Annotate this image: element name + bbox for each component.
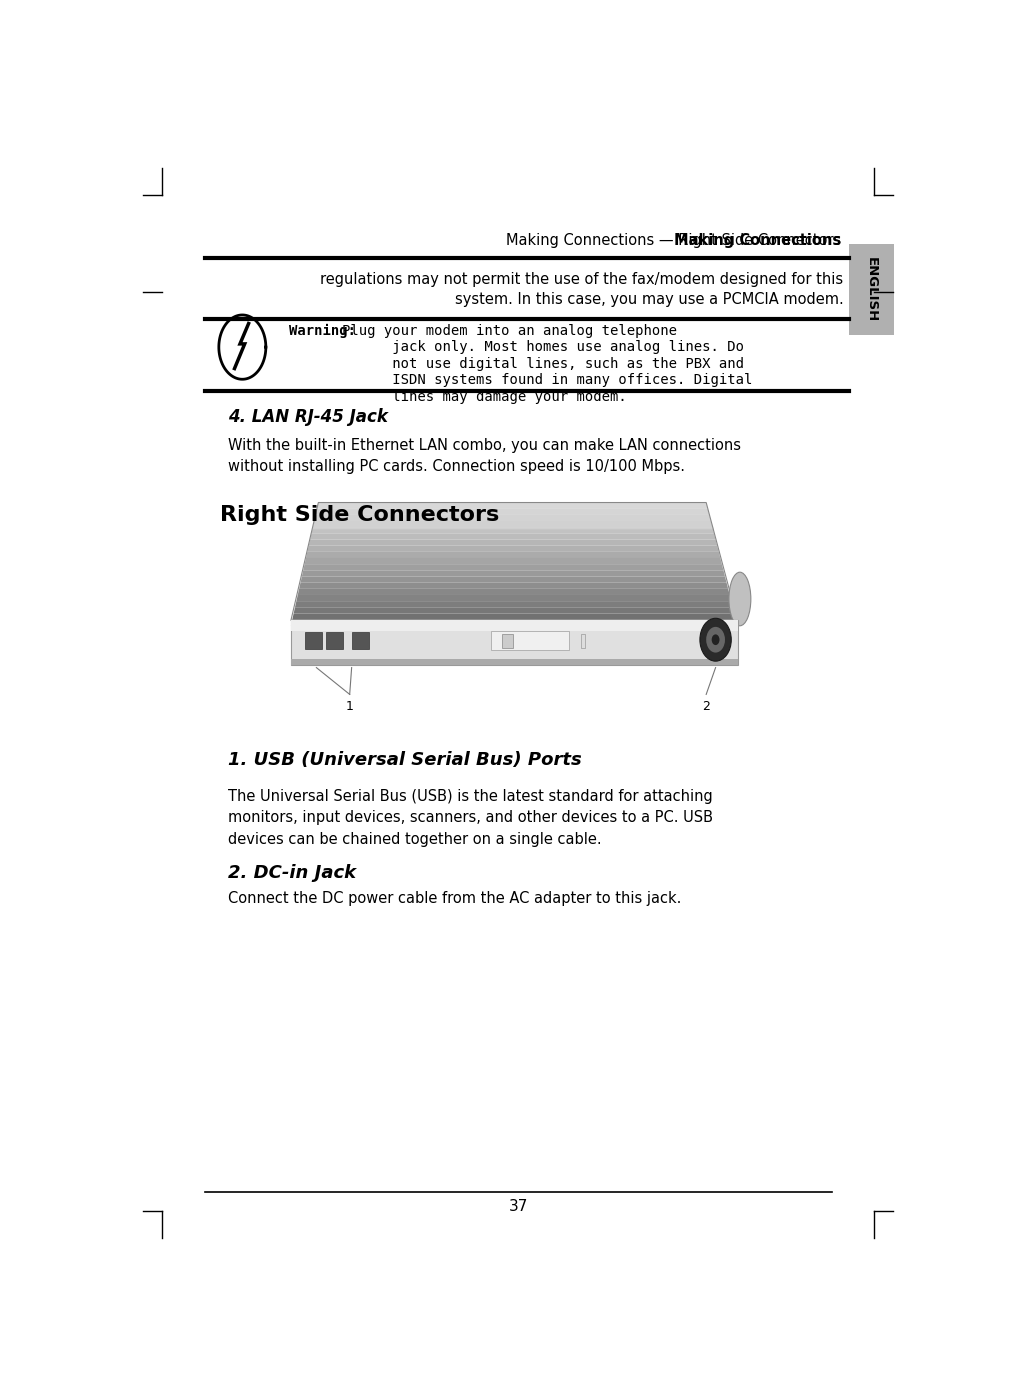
Bar bbox=[327, 632, 344, 649]
Bar bbox=[352, 632, 369, 649]
Polygon shape bbox=[300, 576, 727, 583]
Text: lines may damage your modem.: lines may damage your modem. bbox=[342, 390, 627, 404]
Polygon shape bbox=[311, 528, 714, 533]
Text: The Universal Serial Bus (USB) is the latest standard for attaching
monitors, in: The Universal Serial Bus (USB) is the la… bbox=[228, 789, 713, 846]
Text: 37: 37 bbox=[509, 1200, 528, 1214]
Polygon shape bbox=[314, 515, 711, 521]
Polygon shape bbox=[306, 551, 720, 558]
Polygon shape bbox=[312, 503, 714, 529]
Polygon shape bbox=[315, 508, 710, 515]
Polygon shape bbox=[310, 533, 716, 540]
Text: Plug your modem into an analog telephone: Plug your modem into an analog telephone bbox=[342, 323, 676, 337]
Bar bbox=[291, 658, 737, 665]
Polygon shape bbox=[317, 503, 708, 508]
Text: Warning:: Warning: bbox=[288, 323, 356, 338]
Polygon shape bbox=[299, 583, 728, 589]
Ellipse shape bbox=[729, 572, 751, 626]
Polygon shape bbox=[292, 614, 736, 619]
Text: 4. LAN RJ-45 Jack: 4. LAN RJ-45 Jack bbox=[228, 408, 388, 426]
Bar bbox=[291, 621, 737, 631]
Polygon shape bbox=[291, 619, 737, 626]
Polygon shape bbox=[302, 571, 725, 576]
Text: 1: 1 bbox=[346, 700, 354, 713]
Polygon shape bbox=[298, 589, 730, 594]
Bar bbox=[490, 631, 569, 650]
Text: 2: 2 bbox=[703, 700, 710, 713]
Text: Connect the DC power cable from the AC adapter to this jack.: Connect the DC power cable from the AC a… bbox=[228, 891, 681, 906]
Polygon shape bbox=[293, 607, 734, 614]
Text: jack only. Most homes use analog lines. Do: jack only. Most homes use analog lines. … bbox=[342, 340, 744, 354]
Polygon shape bbox=[308, 540, 717, 546]
Text: regulations may not permit the use of the fax/modem designed for this
system. In: regulations may not permit the use of th… bbox=[320, 271, 843, 308]
Polygon shape bbox=[303, 564, 724, 571]
Text: 2. DC-in Jack: 2. DC-in Jack bbox=[228, 863, 356, 881]
Text: not use digital lines, such as the PBX and: not use digital lines, such as the PBX a… bbox=[342, 356, 744, 370]
Polygon shape bbox=[312, 521, 713, 528]
Polygon shape bbox=[307, 546, 719, 551]
Bar bbox=[305, 632, 323, 649]
Text: Right Side Connectors: Right Side Connectors bbox=[220, 505, 499, 525]
Polygon shape bbox=[296, 594, 731, 601]
Text: Making Connections — Right Side Connectors: Making Connections — Right Side Connecto… bbox=[506, 234, 841, 249]
Text: Making Connections: Making Connections bbox=[673, 234, 841, 249]
Bar bbox=[291, 621, 737, 665]
Circle shape bbox=[706, 626, 725, 653]
Polygon shape bbox=[304, 558, 722, 564]
Bar bbox=[580, 635, 584, 649]
Bar bbox=[502, 635, 514, 649]
Circle shape bbox=[700, 618, 731, 661]
Bar bbox=[849, 244, 894, 335]
Text: ISDN systems found in many offices. Digital: ISDN systems found in many offices. Digi… bbox=[342, 373, 752, 387]
Text: With the built-in Ethernet LAN combo, you can make LAN connections
without insta: With the built-in Ethernet LAN combo, yo… bbox=[228, 438, 741, 473]
Circle shape bbox=[712, 635, 720, 644]
Text: 1. USB (Universal Serial Bus) Ports: 1. USB (Universal Serial Bus) Ports bbox=[228, 752, 582, 770]
Polygon shape bbox=[295, 601, 733, 607]
Text: ENGLISH: ENGLISH bbox=[865, 258, 878, 323]
